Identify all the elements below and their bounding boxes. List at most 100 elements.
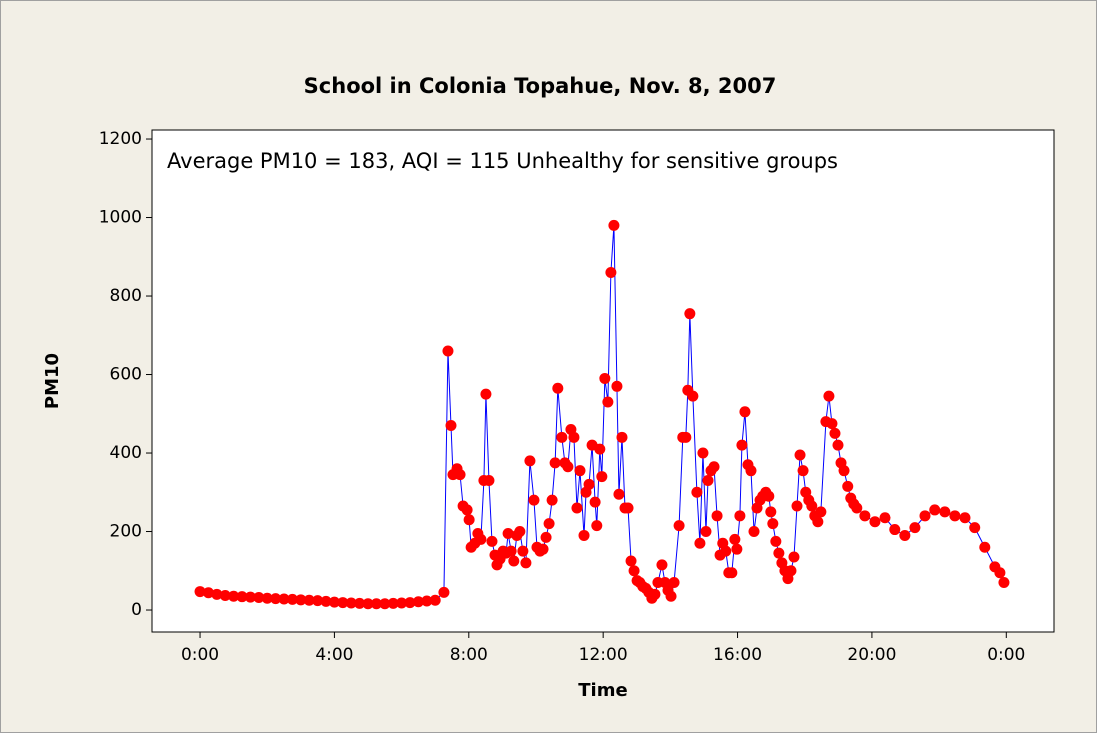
data-point [838,465,850,477]
data-point [236,591,248,603]
x-tick-label: 20:00 [847,645,896,665]
data-point [387,597,399,609]
data-point [869,516,881,528]
data-point [228,590,240,602]
data-point [583,478,595,490]
x-tick-label: 16:00 [713,645,762,665]
data-point [244,591,256,603]
data-point [691,486,703,498]
data-point [328,596,340,608]
data-point [969,522,981,534]
data-point [508,555,520,567]
data-point [286,593,298,605]
data-point [270,593,282,605]
data-point [998,577,1010,589]
data-point [320,595,332,607]
data-point [788,551,800,563]
data-point [694,537,706,549]
data-point [295,594,307,606]
data-point [312,595,324,607]
data-point [502,527,514,539]
data-point [337,597,349,609]
data-point [194,586,206,598]
data-point [649,588,661,600]
data-point [794,449,806,461]
data-point [253,591,265,603]
data-point [806,500,818,512]
data-point [396,597,408,609]
data-point [625,555,637,567]
data-point [370,598,382,610]
y-tick-label: 200 [110,522,142,542]
data-point [832,439,844,451]
data-point [829,427,841,439]
data-point [454,469,466,481]
data-point [687,390,699,402]
data-point [219,589,231,601]
data-point [770,535,782,547]
data-point [628,565,640,577]
data-point [442,345,454,357]
y-tick-label: 400 [110,443,142,463]
data-point [684,308,696,320]
data-point [421,595,433,607]
data-point [720,545,732,557]
data-point [748,526,760,538]
data-point [303,594,315,606]
data-point [261,592,273,604]
data-point [578,529,590,541]
data-point [879,512,891,524]
data-point [483,474,495,486]
data-point [994,567,1006,579]
data-point [461,504,473,516]
data-point [517,545,529,557]
data-point [514,526,526,538]
data-point [520,557,532,569]
data-point [842,480,854,492]
data-point [939,506,951,518]
data-point [528,494,540,506]
data-point [602,396,614,408]
data-point [549,457,561,469]
y-tick-label: 800 [110,286,142,306]
x-axis-label: Time [578,680,627,701]
data-point [404,597,416,609]
data-point [785,565,797,577]
y-tick-label: 600 [110,365,142,385]
data-point [540,531,552,543]
data-point [562,461,574,473]
data-point [765,506,777,518]
data-point [697,447,709,459]
data-point [909,522,921,534]
data-point [537,543,549,555]
annotation: Average PM10 = 183, AQI = 115 Unhealthy … [167,149,838,173]
data-point [605,266,617,278]
y-axis-label: PM10 [42,353,63,409]
data-point [546,494,558,506]
data-point [278,593,290,605]
data-point [543,518,555,530]
data-point [711,510,723,522]
x-tick-label: 8:00 [450,645,488,665]
data-point [505,545,517,557]
data-point [815,506,827,518]
data-point [702,474,714,486]
data-point [656,559,668,571]
data-point [613,488,625,500]
data-point [412,596,424,608]
data-point [731,543,743,555]
chart-title: School in Colonia Topahue, Nov. 8, 2007 [304,74,777,98]
data-point [673,520,685,532]
data-point [599,372,611,384]
data-point [763,490,775,502]
data-point [608,219,620,231]
data-point [202,587,214,599]
data-point [739,406,751,418]
data-point [959,512,971,524]
data-point [463,514,475,526]
data-point [734,510,746,522]
y-tick-label: 1000 [99,208,142,228]
data-point [979,541,991,553]
data-point [729,533,741,545]
data-point [736,439,748,451]
